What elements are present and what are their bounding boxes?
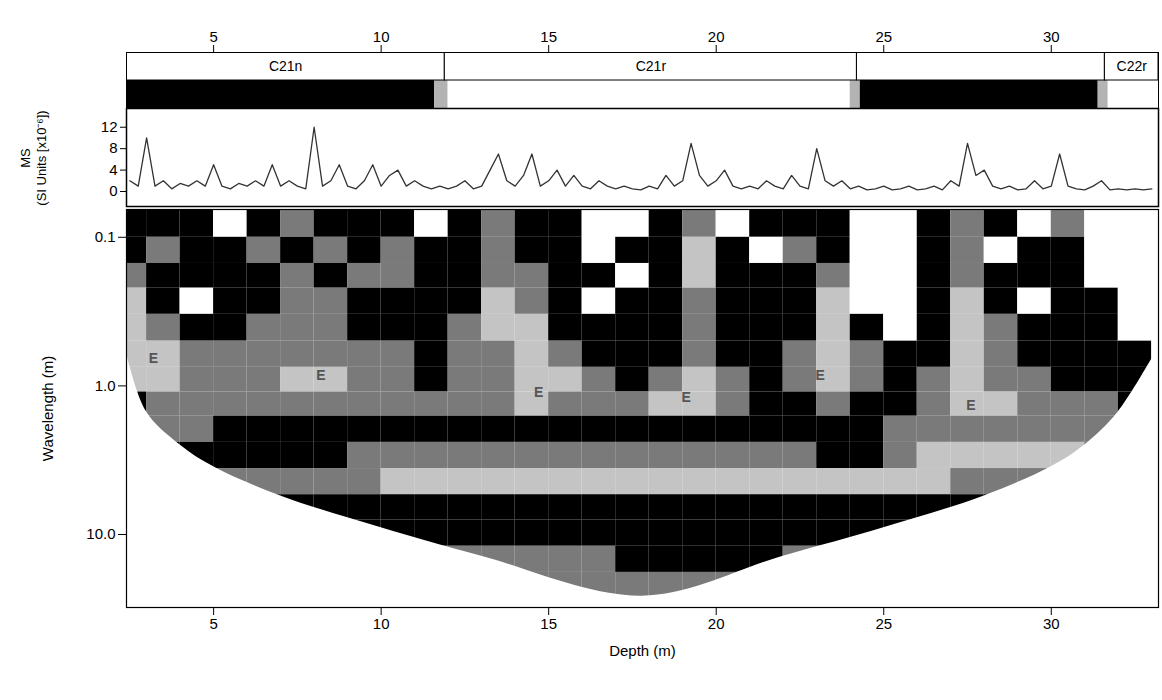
svg-text:C21n: C21n bbox=[269, 58, 302, 74]
svg-text:10: 10 bbox=[373, 615, 390, 632]
svg-text:5: 5 bbox=[209, 28, 217, 45]
svg-text:30: 30 bbox=[1043, 615, 1060, 632]
svg-text:20: 20 bbox=[708, 615, 725, 632]
svg-text:E: E bbox=[681, 389, 690, 405]
svg-text:12: 12 bbox=[101, 118, 118, 135]
svg-text:C21r: C21r bbox=[636, 58, 667, 74]
svg-text:0: 0 bbox=[109, 182, 117, 199]
svg-text:E: E bbox=[149, 350, 158, 366]
svg-text:Wavelength (m): Wavelength (m) bbox=[39, 356, 56, 461]
svg-text:1.0: 1.0 bbox=[95, 377, 116, 394]
svg-text:4: 4 bbox=[109, 161, 117, 178]
svg-text:C22r: C22r bbox=[1117, 58, 1148, 74]
svg-text:8: 8 bbox=[109, 139, 117, 156]
svg-text:E: E bbox=[316, 367, 325, 383]
svg-text:30: 30 bbox=[1043, 28, 1060, 45]
svg-text:20: 20 bbox=[708, 28, 725, 45]
svg-text:15: 15 bbox=[540, 28, 557, 45]
svg-text:25: 25 bbox=[875, 615, 892, 632]
svg-text:25: 25 bbox=[875, 28, 892, 45]
svg-text:0.1: 0.1 bbox=[95, 228, 116, 245]
svg-text:E: E bbox=[966, 397, 975, 413]
svg-text:5: 5 bbox=[209, 615, 217, 632]
svg-text:15: 15 bbox=[540, 615, 557, 632]
svg-text:Depth (m): Depth (m) bbox=[609, 642, 676, 659]
svg-text:E: E bbox=[534, 384, 543, 400]
svg-text:10.0: 10.0 bbox=[86, 525, 115, 542]
svg-text:10: 10 bbox=[373, 28, 390, 45]
svg-text:E: E bbox=[815, 367, 824, 383]
html-text:MS (SI Units [x10⁻⁶]): MS (SI Units [x10⁻⁶]) bbox=[18, 110, 49, 206]
